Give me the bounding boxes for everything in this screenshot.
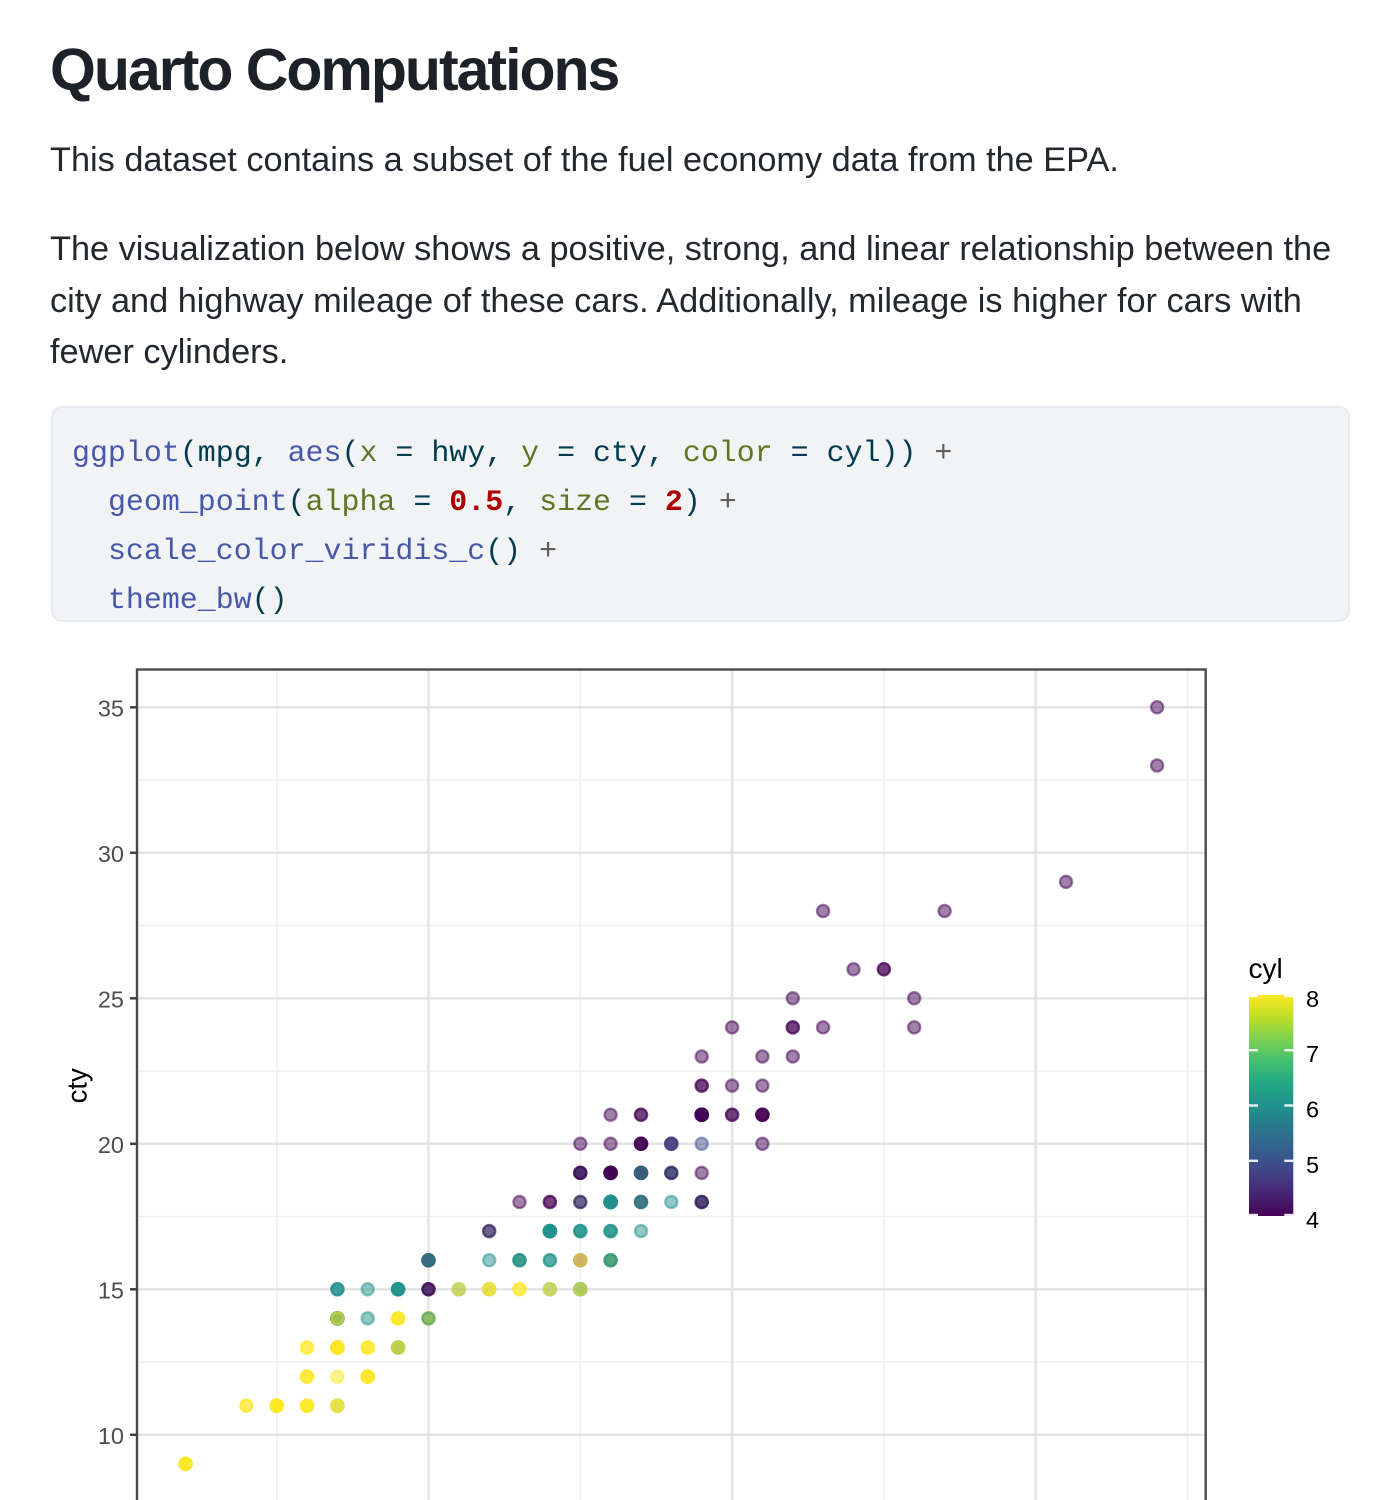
svg-text:cyl: cyl [1249, 953, 1283, 984]
svg-text:25: 25 [98, 987, 124, 1013]
svg-text:cty: cty [62, 1068, 93, 1103]
svg-text:20: 20 [98, 1132, 124, 1158]
svg-text:4: 4 [1306, 1207, 1319, 1233]
svg-text:5: 5 [1306, 1152, 1319, 1178]
svg-text:15: 15 [98, 1278, 124, 1304]
svg-text:6: 6 [1306, 1097, 1319, 1123]
svg-text:8: 8 [1306, 986, 1319, 1012]
svg-text:35: 35 [98, 696, 124, 722]
svg-text:10: 10 [98, 1423, 124, 1449]
svg-text:30: 30 [98, 841, 124, 867]
svg-text:7: 7 [1306, 1041, 1319, 1067]
